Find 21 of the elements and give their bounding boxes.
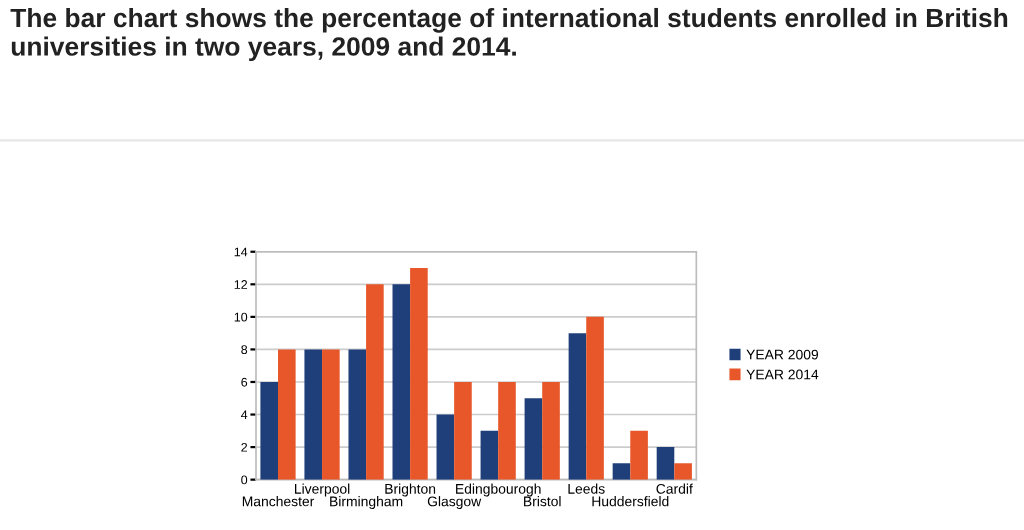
bar xyxy=(542,381,560,480)
bar xyxy=(568,333,587,480)
bar xyxy=(586,316,604,480)
bar xyxy=(656,447,675,480)
bar xyxy=(260,381,279,480)
bar xyxy=(348,349,367,480)
bar xyxy=(612,463,631,480)
bar xyxy=(366,284,384,480)
bar xyxy=(278,349,296,480)
bar xyxy=(410,268,428,480)
bar xyxy=(436,414,455,480)
bar xyxy=(498,381,516,480)
bar xyxy=(674,463,692,480)
bar xyxy=(454,381,472,480)
bar xyxy=(392,284,411,480)
bar xyxy=(480,430,499,480)
bar xyxy=(322,349,340,480)
bar xyxy=(524,398,543,480)
bar xyxy=(630,430,648,480)
bar xyxy=(304,349,323,480)
chart-title: The bar chart shows the percentage of international students enrolled in British universities in two years, 2009 and 2014. xyxy=(10,7,1008,62)
